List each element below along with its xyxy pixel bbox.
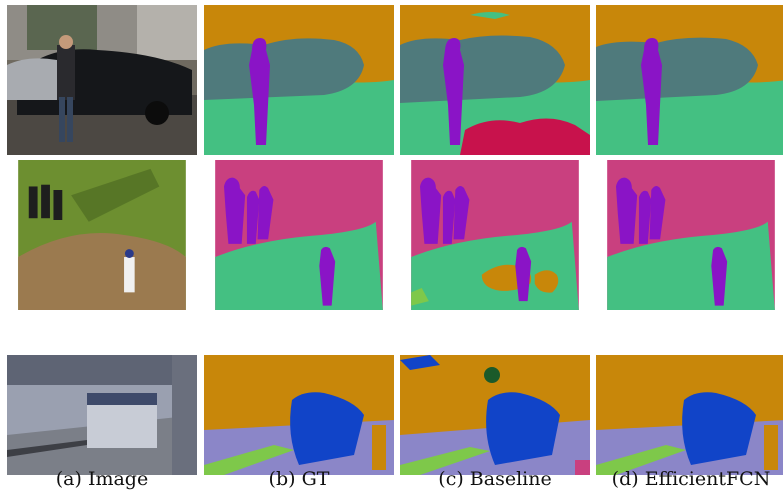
caption-baseline: (c) Baseline (438, 468, 552, 490)
baseline-mask-car-scene (400, 5, 590, 155)
caption-image: (a) Image (55, 468, 149, 490)
efficientfcn-mask-car-scene (596, 5, 783, 155)
efficientfcn-mask-baseball-field (596, 160, 783, 310)
photo-car-scene (7, 5, 197, 155)
caption-gt: (b) GT (268, 468, 330, 490)
gt-mask-car-scene (204, 5, 394, 155)
photo-train-station (7, 340, 197, 490)
baseline-mask-baseball-field (400, 160, 590, 310)
baseline-mask-train-station (400, 340, 590, 490)
efficientfcn-mask-train-station (596, 340, 783, 490)
gt-mask-train-station (204, 340, 394, 490)
caption-efficientfcn: (d) EfficientFCN (611, 468, 771, 490)
gt-mask-baseball-field (204, 160, 394, 310)
photo-baseball-field (7, 160, 197, 310)
